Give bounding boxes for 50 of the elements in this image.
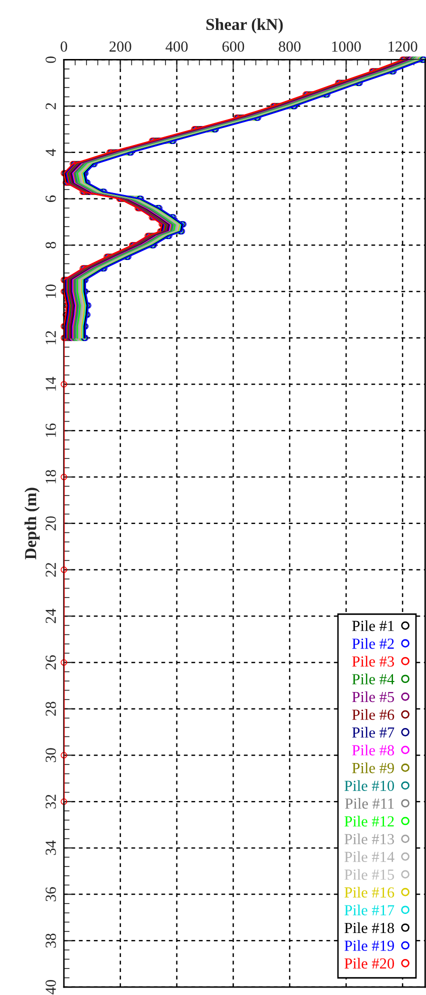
x-tick-label: 600	[222, 41, 244, 52]
y-tick-label: 10	[46, 284, 56, 298]
y-tick-label: 22	[46, 562, 56, 577]
y-tick-label: 30	[46, 748, 56, 762]
x-axis-title: Shear (kN)	[206, 18, 283, 34]
legend-label: Pile #5	[352, 691, 394, 702]
legend-label: Pile #3	[352, 656, 394, 667]
legend-label: Pile #4	[352, 674, 394, 684]
x-tick-label: 1200	[388, 41, 418, 52]
legend-label: Pile #9	[352, 762, 394, 774]
legend-label: Pile #10	[344, 780, 394, 791]
y-tick-label: 34	[46, 840, 56, 855]
legend-label: Pile #14	[344, 851, 394, 862]
y-tick-label: 12	[46, 331, 56, 344]
y-tick-label: 0	[46, 56, 56, 63]
y-tick-label: 26	[46, 655, 56, 670]
y-tick-label: 20	[46, 516, 56, 530]
legend-label: Pile #8	[352, 744, 394, 756]
y-tick-label: 24	[46, 608, 56, 624]
y-tick-label: 38	[46, 934, 56, 948]
y-tick-label: 28	[46, 702, 56, 716]
y-tick-label: 6	[46, 195, 56, 202]
x-tick-label: 800	[278, 41, 301, 52]
y-tick-label: 8	[46, 242, 56, 248]
legend-label: Pile #11	[345, 798, 394, 809]
x-tick-label: 200	[110, 41, 132, 52]
legend-label: Pile #15	[344, 869, 394, 880]
legend-label: Pile #13	[344, 834, 394, 844]
y-tick-label: 2	[46, 103, 56, 110]
legend-label: Pile #18	[344, 922, 394, 934]
legend-label: Pile #17	[344, 904, 394, 916]
y-tick-label: 18	[46, 470, 56, 484]
legend-label: Pile #12	[344, 816, 394, 827]
x-tick-label: 400	[166, 41, 188, 52]
legend-label: Pile #7	[352, 726, 394, 738]
legend-label: Pile #16	[344, 886, 394, 898]
x-tick-label: 0	[60, 41, 68, 52]
y-tick-label: 32	[46, 794, 56, 808]
y-axis-title: Depth (m)	[24, 488, 40, 560]
y-tick-label: 16	[46, 423, 56, 437]
y-tick-label: 40	[46, 980, 56, 994]
legend-label: Pile #1	[352, 620, 394, 632]
x-tick-label: 1000	[332, 41, 361, 52]
y-tick-label: 4	[46, 148, 56, 156]
legend-label: Pile #19	[344, 940, 394, 951]
y-tick-label: 36	[46, 887, 56, 902]
y-tick-label: 14	[46, 376, 56, 391]
legend-label: Pile #6	[352, 709, 394, 720]
legend-label: Pile #2	[352, 638, 394, 649]
legend-label: Pile #20	[344, 958, 394, 969]
